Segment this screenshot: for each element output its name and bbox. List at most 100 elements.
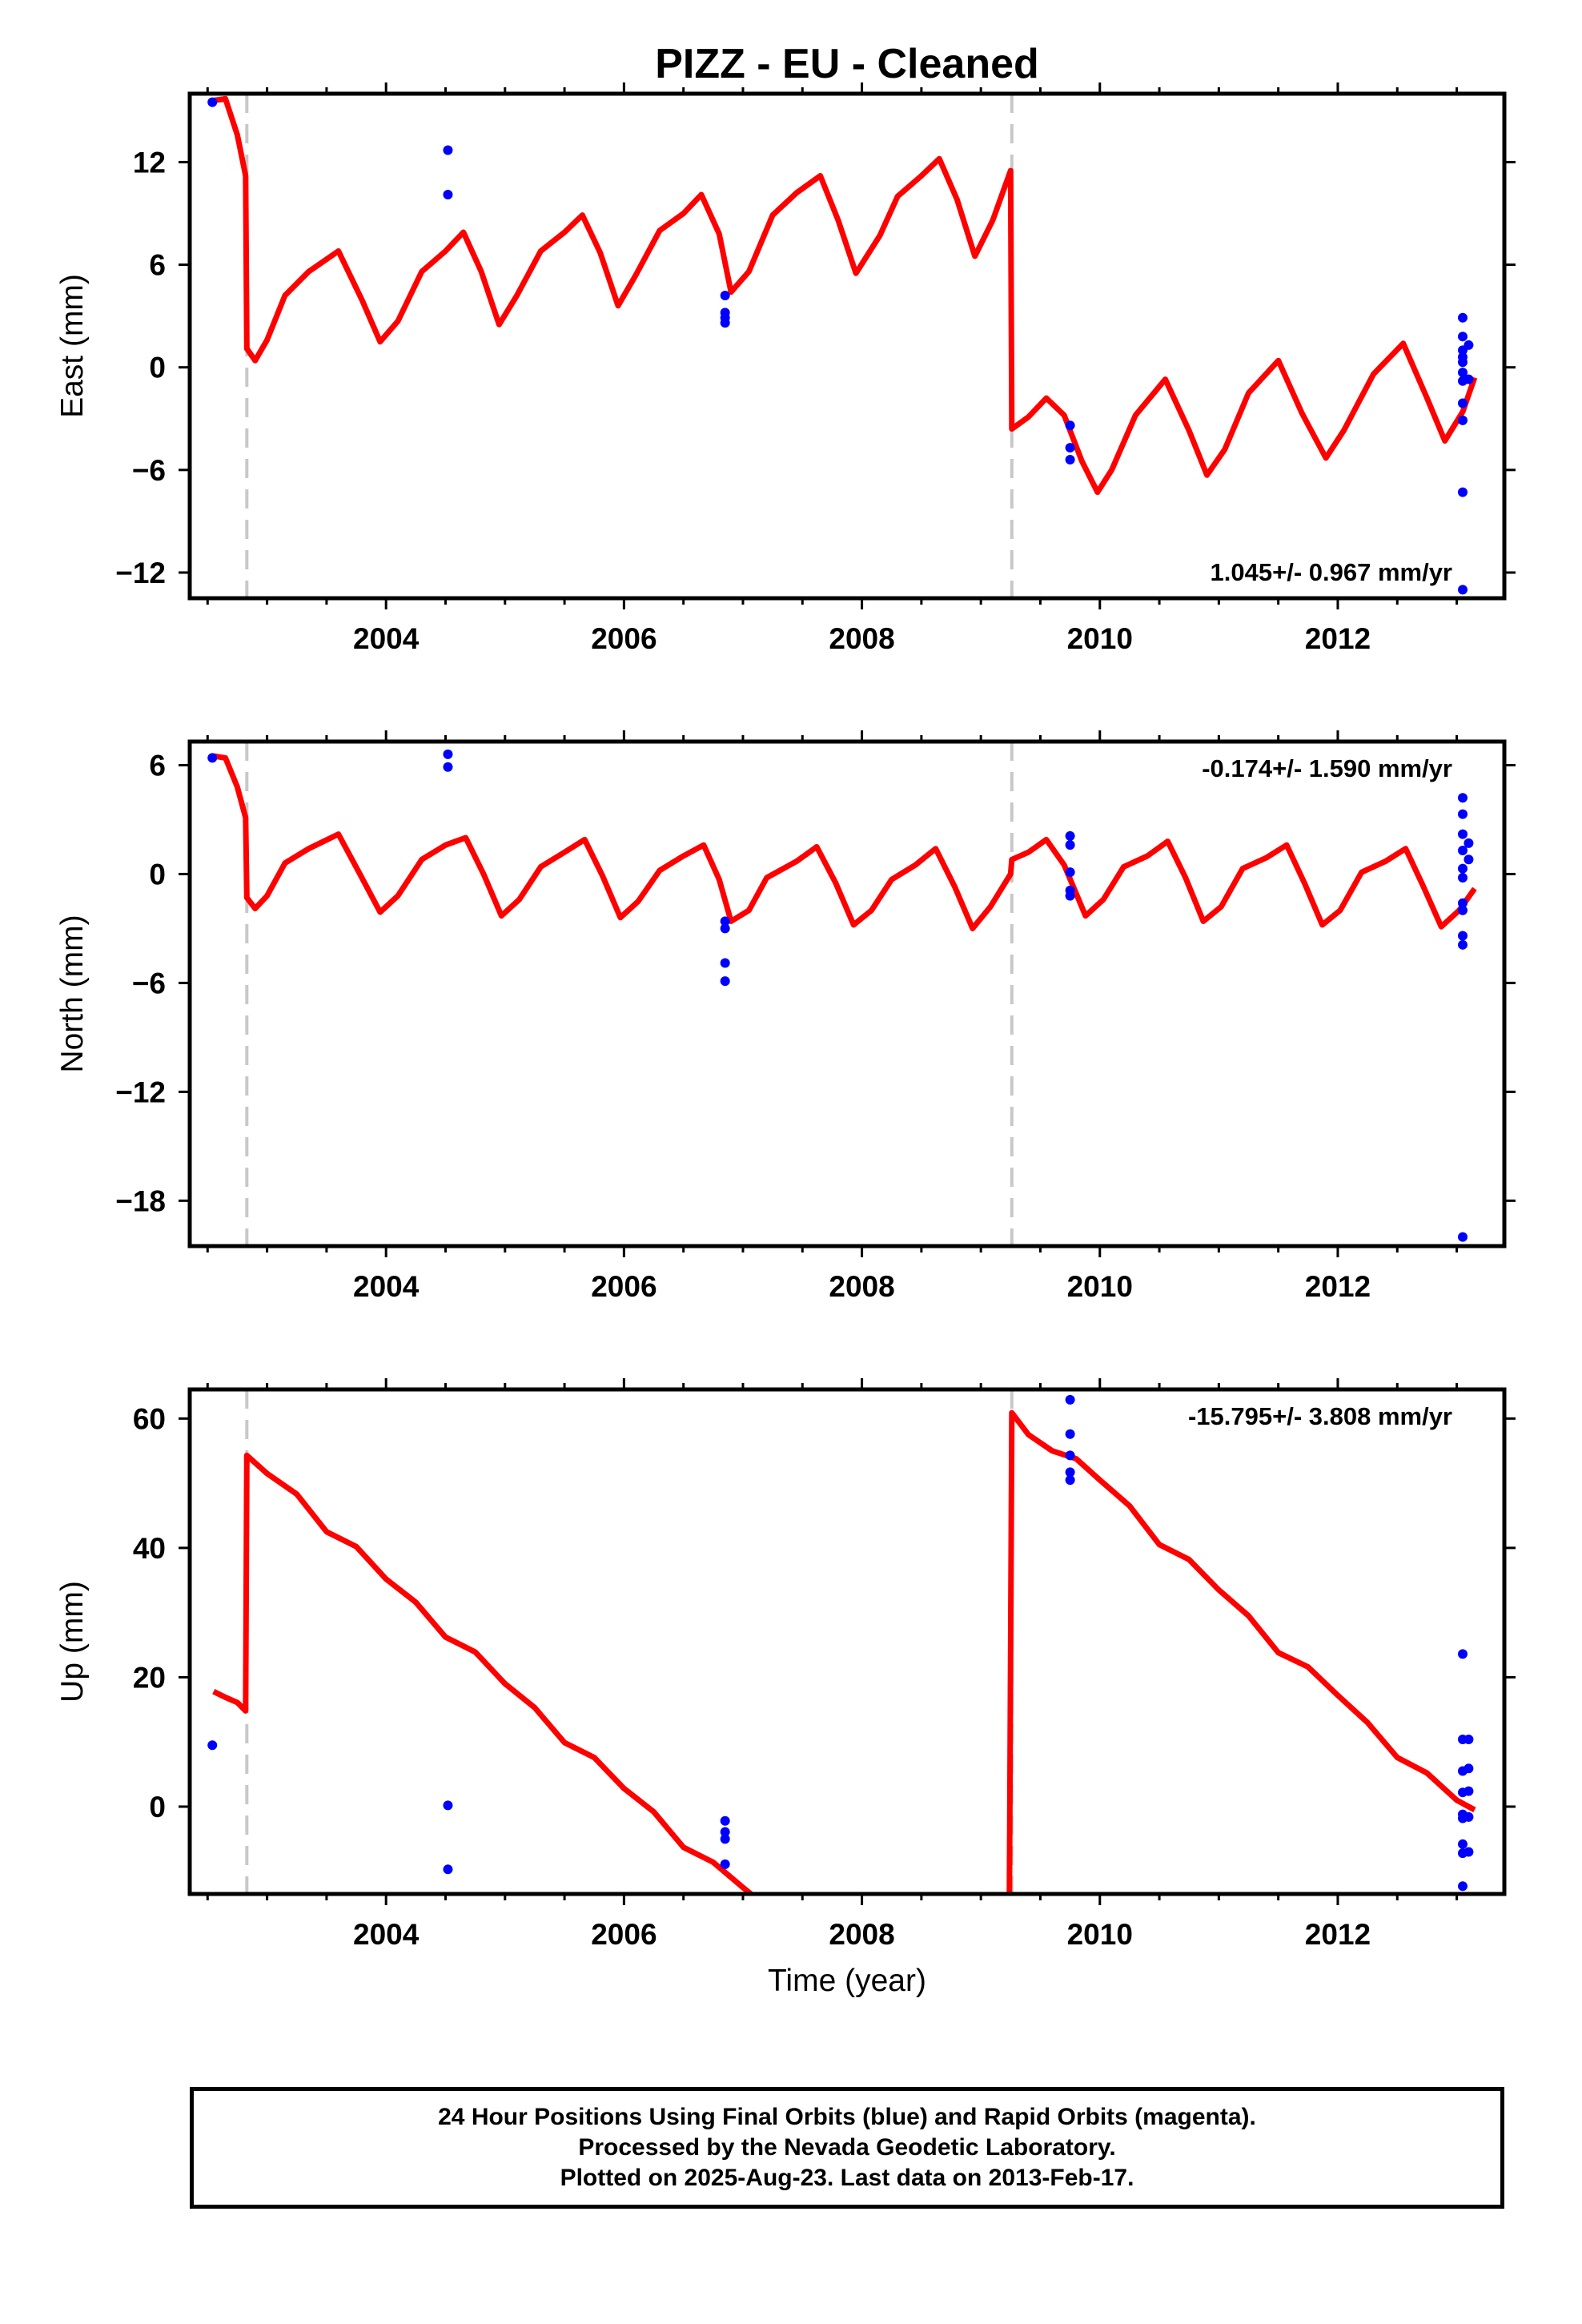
plot-frame-north [187, 739, 1507, 1248]
data-point-up [720, 1859, 730, 1869]
data-point-east [1457, 415, 1468, 425]
y-axis-label-north: North (mm) [55, 915, 90, 1072]
x-tick-label-east: 2004 [353, 622, 420, 655]
data-point-up [1457, 1881, 1468, 1892]
y-tick-label-north: 6 [149, 749, 166, 782]
data-point-east [720, 318, 730, 328]
footer-line-2: Processed by the Nevada Geodetic Laborat… [578, 2134, 1116, 2161]
data-point-north [1457, 931, 1468, 941]
y-tick-label-north: −12 [115, 1076, 166, 1108]
model-curve-up [212, 1409, 1476, 1894]
y-tick-label-up: 0 [149, 1791, 166, 1823]
rate-annotation-up: -15.795+/- 3.808 mm/yr [1188, 1402, 1452, 1430]
data-point-east [207, 97, 218, 107]
y-tick-label-north: −18 [115, 1184, 166, 1217]
data-point-up [1457, 1839, 1468, 1849]
data-point-north [1457, 1232, 1468, 1242]
rate-annotation-east: 1.045+/- 0.967 mm/yr [1211, 558, 1452, 586]
x-axis-label: Time (year) [768, 1964, 926, 1998]
x-tick-label-up: 2012 [1305, 1918, 1371, 1951]
data-point-up [1464, 1734, 1474, 1744]
y-axis-label-east: East (mm) [55, 274, 90, 418]
data-point-east [1457, 332, 1468, 342]
data-point-north [720, 923, 730, 934]
data-point-north [720, 958, 730, 968]
y-tick-label-east: −6 [132, 454, 166, 487]
y-tick-label-up: 60 [133, 1402, 166, 1435]
y-tick-label-up: 40 [133, 1532, 166, 1565]
data-point-up [1065, 1475, 1075, 1486]
y-axis-label-up: Up (mm) [55, 1581, 90, 1703]
data-point-up [1065, 1450, 1075, 1461]
data-point-east [1464, 374, 1474, 384]
footer-line-3: Plotted on 2025-Aug-23. Last data on 201… [560, 2165, 1134, 2191]
data-point-north [1065, 867, 1075, 878]
data-point-up [1457, 1649, 1468, 1659]
data-point-north [1457, 829, 1468, 839]
data-point-east [1457, 487, 1468, 497]
y-tick-label-east: −12 [115, 557, 166, 589]
data-point-north [443, 749, 453, 759]
data-point-up [1464, 1847, 1474, 1857]
data-point-east [1457, 357, 1468, 368]
data-point-up [207, 1740, 218, 1751]
data-point-up [1065, 1429, 1075, 1439]
data-point-east [443, 145, 453, 155]
panel-north: 2004 2006 2008 2010 2012 −18 −12 −6 0 6 North (mm)… [55, 730, 1516, 1303]
footer-box: 24 Hour Positions Using Final Orbits (bl… [190, 2087, 1504, 2209]
x-tick-label-north: 2008 [829, 1270, 894, 1303]
data-point-up [1065, 1394, 1075, 1405]
data-point-north [1457, 863, 1468, 874]
panel-up: 2004 2006 2008 2010 2012 0 20 40 60 Up (mm) -15.79… [55, 1378, 1516, 1951]
y-tick-label-east: 6 [149, 249, 166, 282]
chart-title: PIZZ - EU - Cleaned [655, 41, 1039, 87]
model-curve-north [213, 753, 1477, 931]
data-point-east [1464, 340, 1474, 350]
x-tick-label-north: 2012 [1305, 1270, 1371, 1303]
data-point-east [443, 190, 453, 199]
data-point-east [1457, 312, 1468, 323]
data-point-north [1457, 845, 1468, 855]
data-point-north [1457, 872, 1468, 883]
data-point-north [207, 753, 218, 763]
panel-east: 2004 2006 2008 2010 2012 −12 −6 0 6 12 East (mm) 1.… [55, 82, 1516, 655]
data-point-east [1457, 585, 1468, 595]
x-tick-label-up: 2008 [829, 1918, 894, 1951]
data-point-east [1457, 398, 1468, 408]
data-point-north [443, 762, 453, 772]
rate-annotation-north: -0.174+/- 1.590 mm/yr [1202, 754, 1452, 782]
x-tick-label-north: 2004 [353, 1270, 420, 1303]
data-point-east [1065, 455, 1075, 465]
footer-line-1: 24 Hour Positions Using Final Orbits (bl… [438, 2104, 1256, 2130]
data-point-east [1065, 443, 1075, 453]
data-point-north [1457, 898, 1468, 908]
x-tick-label-north: 2010 [1067, 1270, 1133, 1303]
data-point-up [720, 1834, 730, 1844]
data-point-up [1464, 1763, 1474, 1774]
x-tick-label-east: 2010 [1067, 622, 1133, 655]
x-tick-label-east: 2006 [591, 622, 656, 655]
y-tick-label-east: 0 [149, 352, 166, 384]
data-point-north [720, 976, 730, 987]
data-point-east [720, 291, 730, 300]
data-point-up [1065, 1467, 1075, 1478]
data-point-up [1464, 1811, 1474, 1822]
x-tick-label-east: 2012 [1305, 622, 1371, 655]
data-point-east [1065, 420, 1075, 431]
data-point-up [443, 1800, 453, 1811]
data-point-north [1464, 854, 1474, 865]
plot-frame-east [187, 91, 1507, 601]
data-point-up [720, 1827, 730, 1837]
data-point-north [1464, 838, 1474, 848]
plot-frame-up [187, 1387, 1507, 1896]
model-curve-east [213, 95, 1478, 496]
data-point-up [1464, 1786, 1474, 1796]
data-point-north [1065, 891, 1075, 901]
x-tick-label-up: 2004 [353, 1918, 420, 1951]
y-tick-label-north: −6 [132, 967, 166, 999]
data-point-north [1457, 939, 1468, 950]
y-tick-label-up: 20 [133, 1661, 166, 1694]
data-point-north [1065, 830, 1075, 841]
data-point-north [720, 916, 730, 927]
